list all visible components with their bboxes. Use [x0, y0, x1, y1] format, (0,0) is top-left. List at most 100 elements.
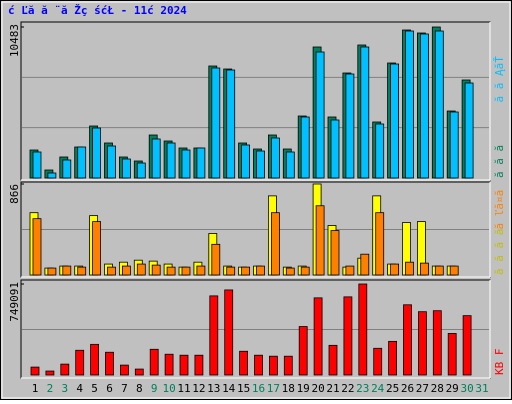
bar [164, 353, 174, 376]
bar [345, 73, 355, 179]
bar [194, 354, 204, 376]
bar [122, 158, 131, 179]
bar [300, 116, 310, 179]
x-tick-label: 5 [91, 382, 98, 395]
y-tick-label: 749091 [8, 282, 21, 322]
bar [105, 351, 114, 376]
x-tick-label: 1 [32, 382, 39, 395]
bar [47, 172, 57, 179]
x-tick-label: 17 [267, 382, 280, 395]
bar [405, 30, 414, 179]
x-tick-label: 14 [222, 382, 236, 395]
bar [254, 354, 263, 376]
bar [417, 311, 427, 376]
x-tick-label: 2 [47, 382, 54, 395]
bar [300, 266, 310, 276]
bar [122, 265, 131, 276]
bar [75, 349, 85, 376]
x-tick-label: 27 [416, 382, 429, 395]
legend-label: ă ă ă ă [493, 229, 506, 275]
bar [315, 51, 325, 179]
bar [77, 266, 87, 276]
bar [211, 243, 221, 276]
x-tick-label: 15 [237, 382, 250, 395]
bar [270, 137, 280, 179]
chart-title: ć Ľă ă ¨ă Žç śćŁ - 11ć 2024 [8, 4, 187, 17]
bar [449, 111, 459, 179]
bar [462, 315, 472, 376]
bar [226, 266, 236, 276]
bar [449, 265, 459, 276]
x-tick-label: 20 [311, 382, 324, 395]
x-tick-label: 22 [341, 382, 354, 395]
bar [209, 295, 219, 376]
bar [196, 265, 206, 276]
bar [343, 296, 353, 376]
x-tick-label: 12 [192, 382, 205, 395]
bar [62, 265, 72, 276]
bar [432, 310, 442, 376]
x-tick-label: 29 [446, 382, 459, 395]
bar [447, 333, 457, 376]
bar [390, 63, 400, 179]
x-tick-label: 4 [76, 382, 83, 395]
bar [32, 151, 42, 179]
x-tick-label: 31 [475, 382, 488, 395]
legend-label: ă ľă¤ă [493, 190, 506, 230]
bar [181, 266, 191, 276]
bar [149, 348, 159, 376]
bar [256, 265, 265, 276]
bar [151, 264, 161, 276]
bar [464, 82, 474, 179]
bar [315, 205, 325, 276]
bar [211, 67, 221, 179]
bar [151, 138, 161, 179]
bar [226, 69, 236, 179]
bar [330, 230, 340, 276]
bar [239, 350, 249, 376]
x-tick-label: 6 [106, 382, 113, 395]
x-tick-label: 9 [151, 382, 158, 395]
x-tick-label: 3 [61, 382, 68, 395]
x-tick-label: 28 [431, 382, 444, 395]
x-tick-label: 19 [297, 382, 310, 395]
bar [358, 283, 368, 376]
bar [32, 218, 42, 276]
bar [166, 142, 176, 179]
bar [77, 146, 87, 179]
bar [120, 364, 129, 376]
y-tick-label: 10483 [8, 24, 21, 57]
legend-label: ă ă ă [493, 145, 506, 178]
x-tick-label: 7 [121, 382, 128, 395]
bar [298, 326, 308, 376]
bar [328, 344, 338, 376]
bar [373, 347, 383, 376]
bar [92, 221, 101, 276]
y-tick-label: 866 [8, 184, 21, 204]
bar [419, 33, 429, 179]
legend-label: ă ă ĄăŤ [493, 56, 506, 103]
bar [330, 119, 340, 179]
bar [181, 149, 191, 179]
bar [313, 297, 323, 376]
bar [47, 267, 57, 276]
bar [256, 150, 265, 179]
bar [166, 266, 176, 276]
bar [92, 127, 101, 179]
bar [30, 366, 40, 376]
bar [405, 261, 414, 276]
bar [268, 355, 278, 376]
bar [196, 147, 206, 179]
bar [419, 262, 429, 276]
x-tick-label: 23 [356, 382, 369, 395]
x-tick-label: 16 [252, 382, 265, 395]
x-tick-label: 13 [207, 382, 220, 395]
bar [270, 212, 280, 276]
bar [62, 159, 72, 179]
x-tick-label: 30 [460, 382, 473, 395]
bar [136, 162, 146, 179]
x-tick-label: 24 [371, 382, 385, 395]
bar [345, 265, 355, 276]
bar [134, 368, 144, 376]
